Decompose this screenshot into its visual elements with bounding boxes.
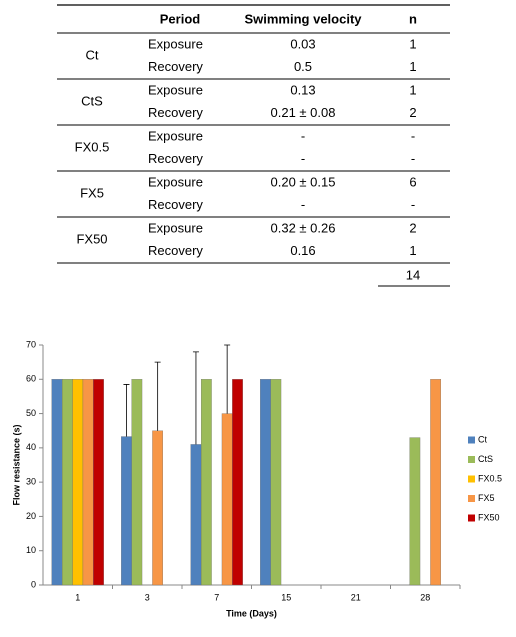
legend-label: Ct — [478, 434, 487, 444]
table-cell: 0.03 — [290, 36, 315, 51]
error-bar — [192, 351, 199, 445]
table-cell: 0.5 — [294, 59, 312, 74]
legend-label: FX50 — [478, 512, 500, 522]
table-cell: Exposure — [148, 128, 203, 143]
table-cell: Recovery — [148, 59, 203, 74]
legend-swatch — [468, 456, 475, 463]
x-tick-label: 28 — [420, 592, 430, 602]
error-bar — [154, 361, 161, 431]
bar — [62, 379, 73, 586]
table-cell: 2 — [409, 105, 416, 120]
table-cell: 1 — [409, 59, 416, 74]
table-cell: Recovery — [148, 197, 203, 212]
legend-label: FX0.5 — [478, 473, 502, 483]
x-tick-label: 7 — [214, 592, 219, 602]
bar — [260, 379, 271, 586]
y-tick-label: 50 — [26, 408, 36, 418]
x-tick-label: 3 — [145, 592, 150, 602]
table-cell: Exposure — [148, 220, 203, 235]
table-cell: 2 — [409, 220, 416, 235]
bar — [221, 413, 233, 586]
table-cell: Recovery — [148, 105, 203, 120]
bar — [121, 436, 132, 586]
bar — [430, 379, 442, 586]
x-tick-label: 1 — [75, 592, 80, 602]
table-cell: - — [301, 128, 305, 143]
y-tick-label: 40 — [26, 442, 36, 452]
bar — [200, 379, 212, 586]
bar — [131, 379, 143, 586]
x-tick-label: 15 — [281, 592, 291, 602]
table-header: Period — [160, 11, 201, 26]
table-cell: - — [411, 197, 415, 212]
bar — [93, 379, 104, 586]
group-label: FX5 — [80, 185, 104, 200]
table-header: Swimming velocity — [244, 11, 362, 26]
bar — [409, 437, 421, 586]
legend-swatch — [468, 514, 475, 522]
y-tick-label: 20 — [26, 511, 36, 521]
table-total: 14 — [406, 267, 420, 282]
bar — [232, 379, 243, 586]
legend-label: CtS — [478, 454, 493, 464]
error-bar — [224, 344, 231, 414]
bar — [82, 379, 94, 586]
y-tick-label: 10 — [26, 545, 36, 555]
x-tick-label: 21 — [351, 592, 361, 602]
error-bar — [123, 384, 130, 437]
legend-swatch — [468, 436, 475, 444]
table-cell: 0.16 — [290, 243, 315, 258]
bar — [72, 379, 84, 586]
table-cell: - — [411, 151, 415, 166]
table-cell: Exposure — [148, 82, 203, 97]
table-cell: Recovery — [148, 151, 203, 166]
table-cell: 1 — [409, 36, 416, 51]
table-cell: Exposure — [148, 174, 203, 189]
table-cell: - — [411, 128, 415, 143]
table-cell: Recovery — [148, 243, 203, 258]
legend-swatch — [468, 495, 475, 502]
legend-swatch — [468, 475, 475, 483]
table-cell: 0.13 — [290, 82, 315, 97]
bar — [152, 430, 163, 586]
y-tick-label: 30 — [26, 477, 36, 487]
bar — [190, 444, 202, 586]
table-header: n — [409, 11, 417, 26]
table-cell: 6 — [409, 174, 416, 189]
bar — [270, 379, 282, 586]
group-label: Ct — [86, 47, 99, 62]
y-tick-label: 0 — [31, 579, 36, 589]
table-cell: 1 — [409, 243, 416, 258]
legend-label: FX5 — [478, 493, 495, 503]
table-cell: 0.32 ± 0.26 — [271, 220, 336, 235]
table-cell: 1 — [409, 82, 416, 97]
group-label: FX0.5 — [75, 139, 110, 154]
y-axis-label: Flow resistance (s) — [11, 424, 21, 505]
table-cell: - — [301, 197, 305, 212]
bar — [51, 379, 63, 586]
table-cell: 0.20 ± 0.15 — [271, 174, 336, 189]
table-cell: Exposure — [148, 36, 203, 51]
y-tick-label: 70 — [26, 339, 36, 349]
group-label: CtS — [81, 93, 103, 108]
table-cell: 0.21 ± 0.08 — [271, 105, 336, 120]
y-tick-label: 60 — [26, 374, 36, 384]
x-axis-label: Time (Days) — [226, 608, 277, 618]
table-cell: - — [301, 151, 305, 166]
group-label: FX50 — [76, 231, 107, 246]
